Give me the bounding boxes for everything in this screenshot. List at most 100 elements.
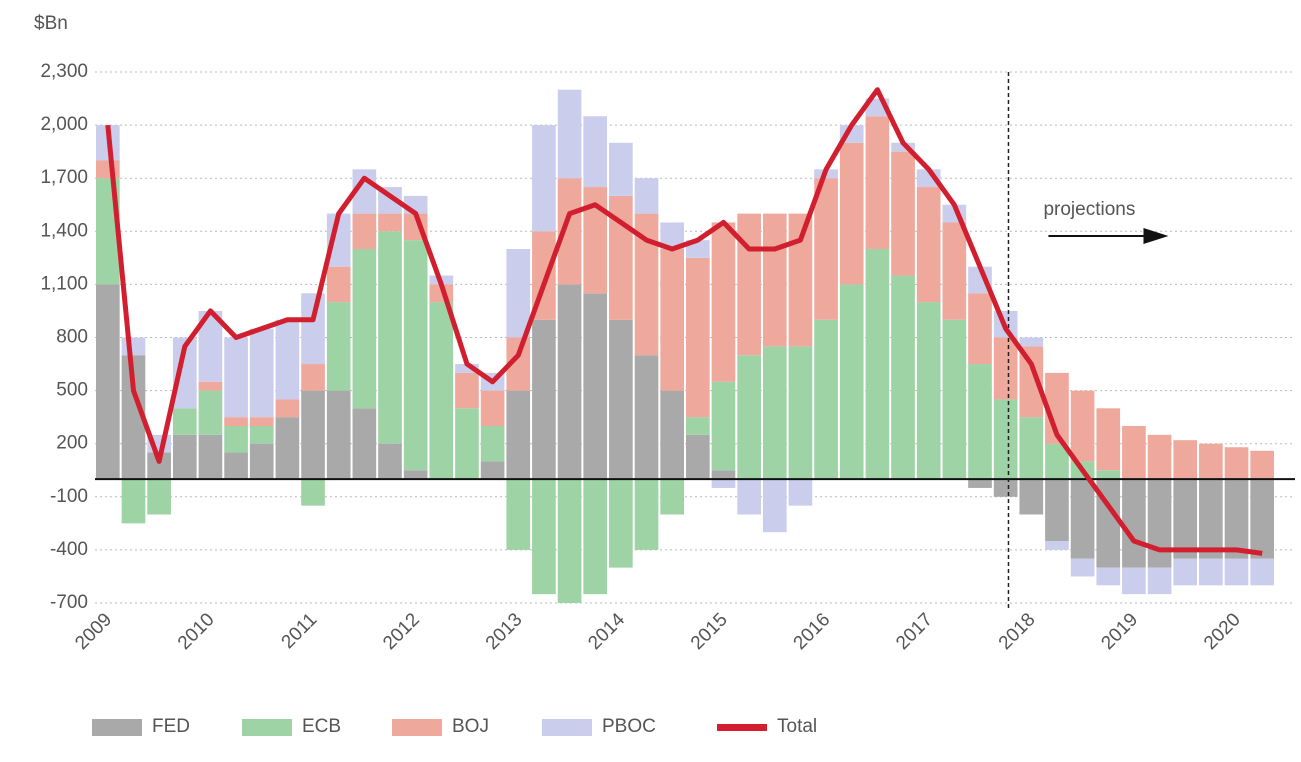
bar-segment [224, 426, 248, 453]
bar-segment [1096, 567, 1121, 586]
bar-segment [1096, 408, 1121, 471]
bar-segment [249, 328, 274, 418]
bar-segment [1070, 390, 1095, 462]
bar-segment [352, 249, 377, 409]
bar-segment [891, 275, 915, 480]
bar-segment [1199, 558, 1223, 586]
bar-segment [557, 479, 582, 603]
bar-segment [557, 178, 582, 285]
bar-segment [147, 452, 171, 480]
bar-segment [660, 249, 684, 391]
bar-segment [711, 381, 736, 471]
bar-segment [993, 479, 1018, 497]
bar-segment [352, 213, 377, 249]
bar-segment [198, 310, 223, 382]
bar-segment [1250, 450, 1274, 480]
bar-segment [301, 293, 325, 365]
bar-segment [532, 479, 556, 595]
bar-segment [583, 187, 608, 294]
annotation: projections [1043, 199, 1135, 220]
x-tick-label: 2013 [482, 609, 527, 654]
bar-segment [711, 222, 736, 382]
bar-segment [634, 213, 659, 356]
bar-segment [172, 434, 197, 480]
legend-label: FED [152, 716, 190, 737]
bar-segment [301, 390, 325, 480]
y-unit-label: $Bn [34, 13, 68, 34]
bar-segment [403, 240, 428, 471]
y-tick-label: -100 [50, 486, 88, 507]
bar-segment [275, 319, 300, 400]
x-tick-label: 2009 [71, 609, 116, 654]
bar-segment [224, 417, 248, 426]
y-tick-label: -700 [50, 592, 88, 613]
bar-segment [839, 284, 864, 480]
bar-segment [378, 231, 402, 444]
bar-segment [1045, 541, 1069, 550]
bar-segment [557, 89, 582, 179]
bar-segment [814, 319, 838, 480]
bar-segment [326, 213, 351, 267]
x-tick-label: 2011 [278, 609, 322, 653]
bar-segment [839, 142, 864, 285]
x-tick-label: 2017 [892, 609, 937, 654]
bar-segment [301, 479, 325, 506]
bar-segment [1019, 337, 1044, 347]
bar-segment [968, 364, 992, 480]
bar-segment [121, 355, 146, 480]
legend-swatch [92, 719, 142, 736]
bar-segment [532, 319, 556, 480]
bar-segment [249, 426, 274, 444]
bar-segment [1045, 479, 1069, 542]
bar-segment [686, 417, 710, 435]
legend-label: BOJ [452, 716, 489, 737]
bar-segment [609, 319, 633, 480]
y-tick-label: 1,400 [40, 220, 88, 241]
bar-segment [96, 284, 120, 480]
x-tick-label: 2019 [1097, 609, 1142, 654]
bar-segment [660, 390, 684, 480]
bar-segment [686, 257, 710, 418]
bar-segment [301, 364, 325, 391]
x-tick-label: 2016 [790, 609, 835, 654]
bar-segment [660, 479, 684, 515]
bar-segment [1147, 479, 1172, 568]
bar-segment [916, 302, 941, 480]
bar-segment [532, 125, 556, 232]
y-tick-label: 2,000 [40, 114, 88, 135]
bar-segment [249, 417, 274, 426]
bar-segment [1250, 479, 1274, 559]
total-line [105, 87, 1263, 556]
bar-segment [1250, 558, 1274, 586]
bar-segment [583, 479, 608, 595]
bar-segment [249, 443, 274, 480]
bar-segment [198, 381, 223, 391]
bar-segment [711, 470, 736, 480]
bar-segment [660, 222, 684, 249]
bar-segment [916, 187, 941, 303]
bar-segment [147, 479, 171, 515]
bar-segment [762, 479, 787, 533]
bar-segment [378, 213, 402, 232]
bar-segment [506, 249, 531, 338]
bar-segment [455, 372, 479, 409]
bar-segment [788, 346, 813, 480]
bar-segment [378, 443, 402, 480]
legend-swatch [542, 719, 592, 736]
bar-segment [121, 479, 146, 524]
bar-segment [788, 213, 813, 347]
bar-segment [275, 399, 300, 418]
bar-segment [737, 479, 761, 515]
bar-segment [403, 470, 428, 480]
bar-segment [968, 293, 992, 365]
bar-segment [609, 142, 633, 196]
bar-segment [326, 266, 351, 303]
bar-segment [814, 178, 838, 320]
bar-segment [326, 302, 351, 391]
legend-swatch [717, 724, 767, 731]
legend-label: ECB [302, 716, 341, 737]
bar-segment [968, 479, 992, 488]
bar-segment [429, 302, 454, 480]
bar-segment [865, 249, 890, 480]
